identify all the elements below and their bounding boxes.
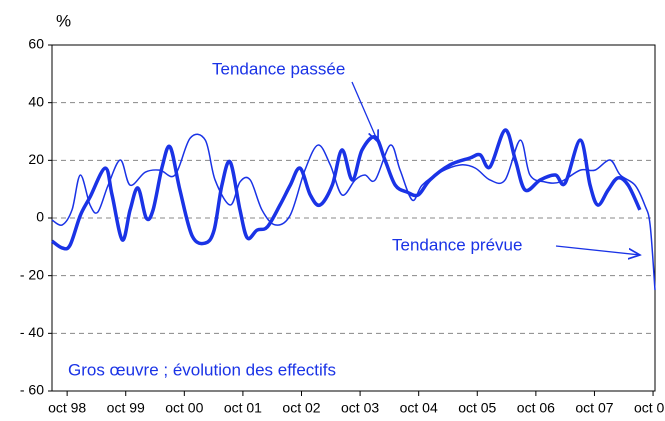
x-tick-label: oct 05 [458, 400, 496, 416]
line-series [51, 133, 656, 291]
y-tick-label: 60 [28, 36, 44, 52]
line-series [50, 128, 642, 251]
x-tick-label: oct 01 [224, 400, 262, 416]
y-tick-label: 40 [28, 93, 44, 109]
x-tick-label: oct 07 [575, 400, 613, 416]
x-tick-label: oct 03 [341, 400, 379, 416]
chart-title: Gros œuvre ; évolution des effectifs [68, 360, 336, 379]
x-tick-label: oct 04 [400, 400, 438, 416]
x-tick-label: oct 06 [517, 400, 555, 416]
x-tick-label: oct 99 [107, 400, 145, 416]
y-tick-label: - 60 [20, 382, 44, 398]
x-tick-label: oct 00 [165, 400, 203, 416]
x-tick-label: oct 08 [634, 400, 665, 416]
y-tick-label: 0 [36, 209, 44, 225]
arrow [555, 245, 640, 255]
annotation: Tendance prévue [392, 235, 522, 254]
plot-frame [51, 44, 656, 392]
x-tick-label: oct 02 [282, 400, 320, 416]
x-tick-label: oct 98 [48, 400, 86, 416]
arrow [351, 81, 378, 142]
annotation: Tendance passée [212, 59, 345, 78]
y-axis-label: % [56, 11, 71, 30]
y-tick-label: - 20 [20, 266, 44, 282]
y-tick-label: - 40 [20, 324, 44, 340]
y-tick-label: 20 [28, 151, 44, 167]
